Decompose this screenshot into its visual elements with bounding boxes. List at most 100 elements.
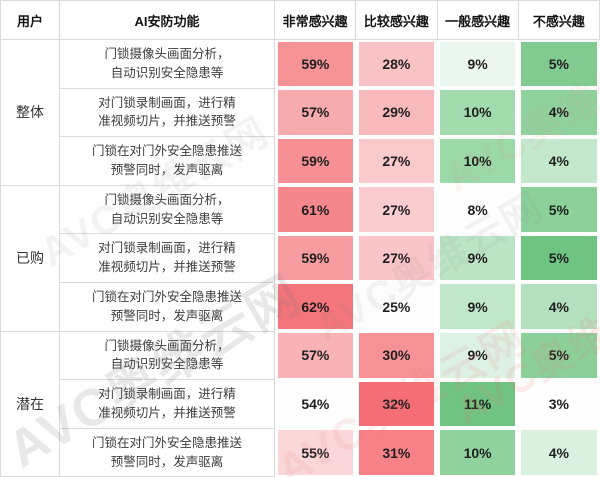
value-cell: 30%: [355, 331, 437, 380]
value-cell: 4%: [518, 428, 600, 477]
heat-block: 57%: [278, 333, 353, 378]
feature-cell: 门锁在对门外安全隐患推送 预警同时，发声驱离: [59, 281, 275, 332]
heat-block: 4%: [521, 284, 597, 330]
table-row: 对门锁录制画面，进行精 准视频切片，并推送预警 54% 32% 11% 3%: [1, 379, 600, 429]
user-group-cell: 潜在: [0, 330, 60, 477]
heat-block: 30%: [358, 333, 434, 378]
value-cell: 27%: [355, 233, 437, 283]
heat-block: 59%: [278, 42, 353, 87]
heat-block: 27%: [358, 187, 434, 232]
value-cell: 55%: [274, 428, 356, 477]
value-cell: 9%: [437, 282, 519, 332]
table-row: 潜在 门锁摄像头画面分析， 自动识别安全隐患等 57% 30% 9% 5%: [0, 330, 600, 477]
value-cell: 9%: [437, 39, 519, 89]
heat-block: 55%: [278, 430, 353, 475]
value-cell: 11%: [437, 379, 519, 429]
heat-block: 3%: [521, 381, 597, 427]
table-row: 对门锁录制画面，进行精 准视频切片，并推送预警 57% 29% 10% 4%: [1, 87, 600, 138]
column-header-1: AI安防功能: [59, 0, 275, 40]
heat-block: 5%: [521, 42, 597, 87]
table-row: 门锁在对门外安全隐患推送 预警同时，发声驱离 59% 27% 10% 4%: [1, 136, 600, 186]
column-header-2: 非常感兴趣: [273, 0, 357, 40]
table-row: 整体 门锁摄像头画面分析， 自动识别安全隐患等 59% 28% 9% 5%: [0, 39, 600, 186]
feature-cell: 门锁在对门外安全隐患推送 预警同时，发声驱离: [59, 427, 275, 477]
value-cell: 57%: [274, 331, 356, 380]
value-cell: 57%: [274, 88, 356, 137]
value-cell: 9%: [437, 233, 519, 283]
column-header-5: 不感兴趣: [517, 0, 600, 40]
value-cell: 29%: [355, 88, 437, 137]
value-cell: 10%: [437, 136, 519, 186]
value-cell: 31%: [355, 428, 437, 477]
heat-block: 29%: [358, 90, 434, 135]
value-cell: 8%: [437, 185, 519, 234]
value-cell: 59%: [274, 39, 356, 89]
value-cell: 27%: [355, 136, 437, 186]
table-header-row: 用户 AI安防功能 非常感兴趣 比较感兴趣 一般感兴趣 不感兴趣: [0, 0, 600, 40]
value-cell: 5%: [518, 39, 600, 89]
feature-cell: 门锁摄像头画面分析， 自动识别安全隐患等: [59, 330, 275, 381]
heat-block: 10%: [440, 430, 516, 475]
value-cell: 28%: [355, 39, 437, 89]
heat-block: 28%: [358, 42, 434, 87]
value-cell: 4%: [518, 282, 600, 332]
heat-block: 31%: [358, 430, 434, 475]
user-group-cell: 整体: [0, 39, 60, 186]
table-row: 门锁在对门外安全隐患推送 预警同时，发声驱离 55% 31% 10% 4%: [1, 427, 600, 477]
heat-block: 5%: [521, 187, 597, 232]
value-cell: 5%: [518, 233, 600, 283]
value-cell: 4%: [518, 88, 600, 137]
heat-block: 9%: [440, 235, 516, 281]
column-header-3: 比较感兴趣: [355, 0, 438, 40]
table-row: 门锁在对门外安全隐患推送 预警同时，发声驱离 62% 25% 9% 4%: [1, 281, 600, 332]
value-cell: 61%: [274, 185, 356, 234]
value-cell: 5%: [518, 185, 600, 234]
heat-block: 10%: [440, 138, 516, 184]
feature-cell: 门锁摄像头画面分析， 自动识别安全隐患等: [59, 184, 275, 235]
feature-cell: 对门锁录制画面，进行精 准视频切片，并推送预警: [59, 379, 275, 429]
heat-block: 27%: [358, 138, 434, 184]
table-row: 对门锁录制画面，进行精 准视频切片，并推送预警 59% 27% 9% 5%: [1, 233, 600, 283]
heat-block: 32%: [358, 381, 434, 427]
value-cell: 25%: [355, 282, 437, 332]
feature-cell: 对门锁录制画面，进行精 准视频切片，并推送预警: [59, 87, 275, 138]
feature-cell: 对门锁录制画面，进行精 准视频切片，并推送预警: [59, 233, 275, 283]
heat-block: 9%: [440, 284, 516, 330]
heat-block: 11%: [440, 381, 516, 427]
user-group-cell: 已购: [0, 184, 60, 332]
value-cell: 5%: [518, 331, 600, 380]
heat-block: 62%: [278, 284, 353, 330]
heat-block: 4%: [521, 138, 597, 184]
heat-block: 4%: [521, 430, 597, 475]
value-cell: 3%: [518, 379, 600, 429]
value-cell: 59%: [274, 233, 356, 283]
heat-block: 9%: [440, 42, 516, 87]
value-cell: 4%: [518, 136, 600, 186]
column-header-4: 一般感兴趣: [436, 0, 519, 40]
feature-cell: 门锁在对门外安全隐患推送 预警同时，发声驱离: [59, 136, 275, 186]
table-row: 已购 门锁摄像头画面分析， 自动识别安全隐患等 61% 27% 8% 5%: [0, 184, 600, 332]
heat-block: 9%: [440, 333, 516, 378]
value-cell: 10%: [437, 88, 519, 137]
value-cell: 62%: [274, 282, 356, 332]
heat-block: 57%: [278, 90, 353, 135]
heat-block: 59%: [278, 235, 353, 281]
heat-block: 61%: [278, 187, 353, 232]
value-cell: 10%: [437, 428, 519, 477]
heat-block: 54%: [278, 381, 353, 427]
heat-block: 10%: [440, 90, 516, 135]
feature-cell: 门锁摄像头画面分析， 自动识别安全隐患等: [59, 39, 275, 89]
table-body: 整体 门锁摄像头画面分析， 自动识别安全隐患等 59% 28% 9% 5% 对门锁录制画面，…: [0, 39, 600, 477]
value-cell: 27%: [355, 185, 437, 234]
heat-block: 4%: [521, 90, 597, 135]
value-cell: 54%: [274, 379, 356, 429]
heat-block: 25%: [358, 284, 434, 330]
heat-block: 5%: [521, 235, 597, 281]
table-header: 用户 AI安防功能 非常感兴趣 比较感兴趣 一般感兴趣 不感兴趣: [0, 0, 600, 40]
heat-block: 27%: [358, 235, 434, 281]
column-header-0: 用户: [0, 0, 60, 40]
value-cell: 59%: [274, 136, 356, 186]
heat-block: 59%: [278, 138, 353, 184]
